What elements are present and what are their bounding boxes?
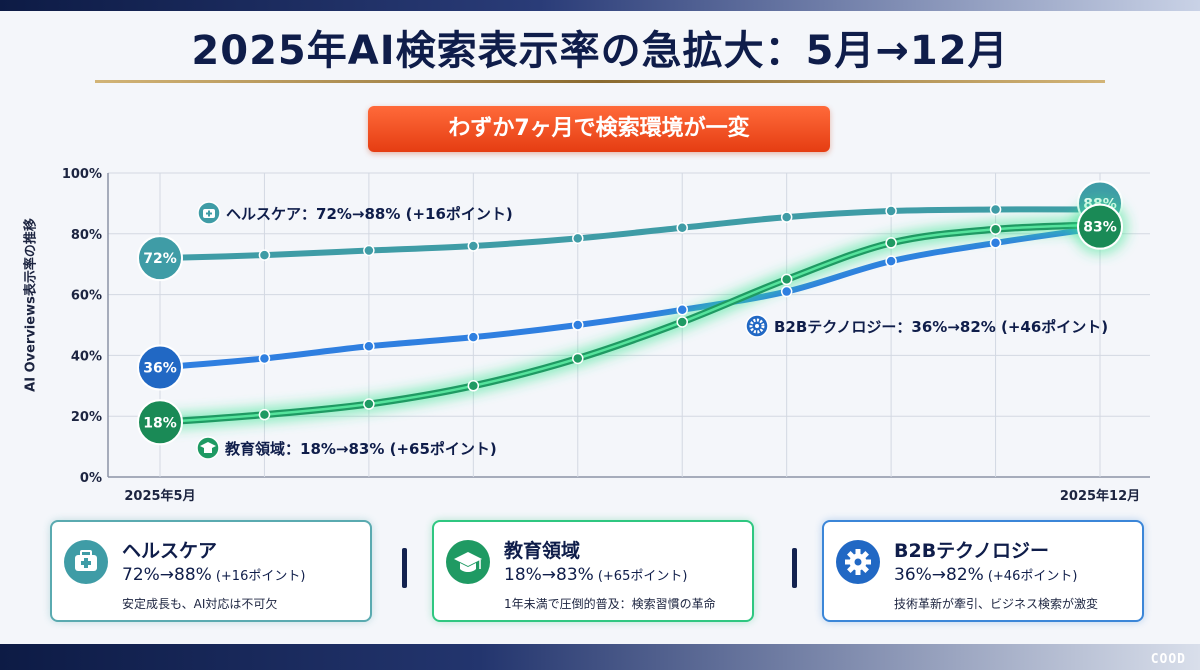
data-point xyxy=(467,240,480,252)
data-point xyxy=(885,237,897,249)
data-point xyxy=(780,211,793,223)
card-values: 36%→82% (+46ポイント) xyxy=(894,565,1077,585)
data-point xyxy=(676,221,688,234)
data-point xyxy=(885,255,897,267)
data-point xyxy=(363,398,375,410)
data-point xyxy=(989,203,1002,216)
icon-part xyxy=(206,212,212,215)
card-delta: (+65ポイント) xyxy=(597,569,688,584)
card-note: 技術革新が牽引、ビジネス検索が激変 xyxy=(894,597,1099,611)
card-b2b-technology: B2Bテクノロジー 36%→82% (+46ポイント) 技術革新が牽引、ビジネス検… xyxy=(822,520,1144,622)
data-point xyxy=(363,340,375,353)
top-accent-bar xyxy=(0,0,1200,11)
graduation-cap-icon xyxy=(446,540,490,584)
callout-healthcare: ヘルスケア：72%→88% (+16ポイント) xyxy=(226,205,513,223)
badge-label: 18% xyxy=(143,415,177,431)
page-title: 2025年AI検索表示率の急拡大：5月→12月 xyxy=(191,28,1009,74)
callout-education: 教育領域：18%→83% (+65ポイント) xyxy=(224,440,497,458)
y-tick-label: 0% xyxy=(80,471,102,486)
card-education: 教育領域 18%→83% (+65ポイント) 1年未満で圧倒的普及：検索習慣の革命 xyxy=(432,520,754,622)
start-value-badge xyxy=(137,235,183,282)
data-point xyxy=(258,249,271,261)
card-healthcare: ヘルスケア 72%→88% (+16ポイント) 安定成長も、AI対応は不可欠 xyxy=(50,520,372,622)
card-change: 36%→82% xyxy=(894,565,984,585)
data-point xyxy=(572,352,584,365)
data-point xyxy=(467,380,480,392)
gear-icon xyxy=(836,540,880,584)
card-title: B2Bテクノロジー xyxy=(894,540,1050,562)
badge-label: 72% xyxy=(143,251,177,267)
x-tick-label: 2025年5月 xyxy=(124,488,195,504)
end-value-badge xyxy=(1077,203,1123,250)
series-line-b2b xyxy=(157,224,1103,371)
card-change: 18%→83% xyxy=(504,565,594,585)
card-change: 72%→88% xyxy=(122,565,212,585)
series-line-healthcare xyxy=(157,206,1103,262)
headline-banner: わずか7ヶ月で検索環境が一変 xyxy=(368,106,830,152)
card-title: ヘルスケア xyxy=(122,540,218,562)
medical-bag-icon xyxy=(64,540,108,584)
y-tick-label: 80% xyxy=(71,228,102,243)
icon-part xyxy=(749,318,765,334)
data-point xyxy=(989,223,1002,235)
x-tick-label: 2025年12月 xyxy=(1060,488,1140,504)
icon-part xyxy=(755,324,759,328)
y-tick-label: 60% xyxy=(71,289,102,304)
data-point xyxy=(572,319,584,331)
brand-logo: COOD xyxy=(1150,652,1186,667)
data-point xyxy=(572,232,584,245)
data-point xyxy=(989,237,1002,249)
card-note: 1年未満で圧倒的普及：検索習慣の革命 xyxy=(504,597,716,611)
title-divider xyxy=(95,80,1105,83)
data-point xyxy=(258,352,271,365)
series-line-highlight xyxy=(158,223,1102,424)
card-note: 安定成長も、AI対応は不可欠 xyxy=(122,597,278,611)
y-tick-label: 40% xyxy=(71,349,102,364)
data-point xyxy=(467,331,480,343)
callout-b2b: B2Bテクノロジー：36%→82% (+46ポイント) xyxy=(774,318,1108,336)
card-separator xyxy=(402,548,407,588)
data-point xyxy=(676,316,688,328)
card-values: 72%→88% (+16ポイント) xyxy=(122,565,305,585)
data-point xyxy=(780,285,793,298)
data-point xyxy=(363,244,375,257)
y-tick-label: 20% xyxy=(71,410,102,425)
icon-part xyxy=(204,448,212,453)
start-value-badge xyxy=(137,399,183,446)
start-value-badge xyxy=(137,344,183,391)
card-separator xyxy=(792,548,797,588)
card-delta: (+46ポイント) xyxy=(987,569,1078,584)
data-point xyxy=(258,408,271,421)
badge-label: 36% xyxy=(143,361,177,377)
card-values: 18%→83% (+65ポイント) xyxy=(504,565,687,585)
card-delta: (+16ポイント) xyxy=(215,569,306,584)
data-point xyxy=(885,205,897,217)
data-point xyxy=(780,273,793,286)
card-title: 教育領域 xyxy=(504,540,581,562)
bottom-accent-bar xyxy=(0,644,1200,670)
data-point xyxy=(676,304,688,316)
y-tick-label: 100% xyxy=(62,167,102,182)
badge-label: 83% xyxy=(1083,220,1117,236)
